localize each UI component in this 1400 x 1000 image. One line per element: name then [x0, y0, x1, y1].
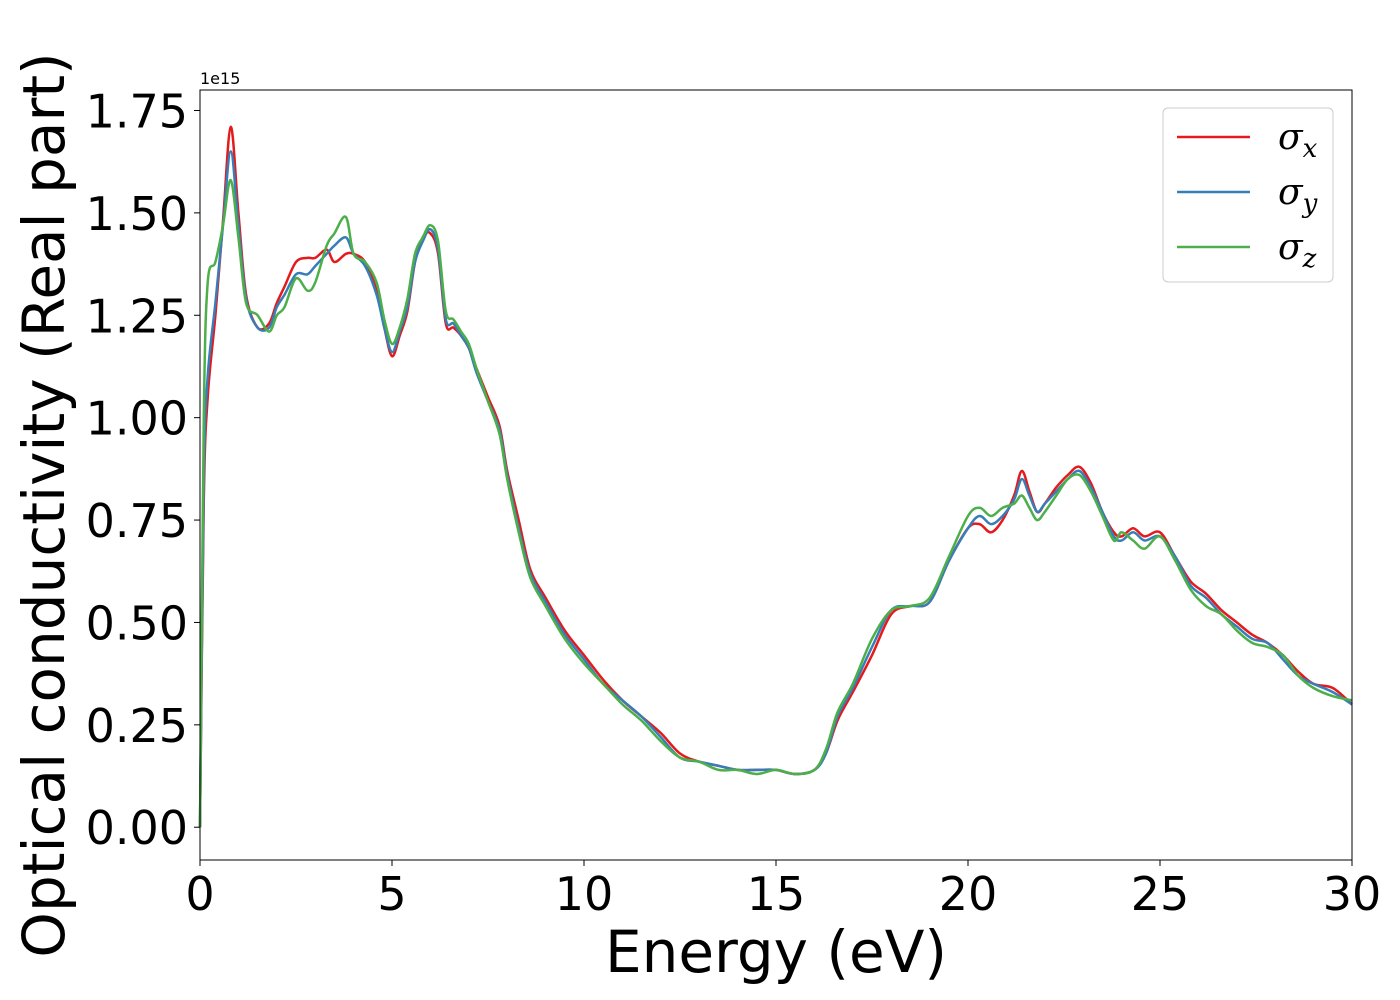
- series-line-1: [198, 125, 1353, 828]
- y-tick-label: 1.25: [86, 289, 188, 343]
- y-tick-label: 1.50: [86, 187, 188, 241]
- series-layer: [198, 125, 1353, 828]
- legend: σx σy σz: [1162, 107, 1334, 283]
- y-tick-label: 1.00: [86, 392, 188, 446]
- y-tick-label: 0.75: [86, 494, 188, 548]
- x-tick-label: 10: [555, 867, 614, 921]
- y-tick-label: 0.50: [86, 596, 188, 650]
- legend-label-3: σz: [1278, 227, 1317, 274]
- x-axis-title: Energy (eV): [605, 918, 947, 986]
- x-tick-label: 25: [1131, 867, 1190, 921]
- y-tick-label: 0.25: [86, 699, 188, 753]
- x-tick-label: 5: [377, 867, 406, 921]
- series-line-3: [198, 178, 1353, 828]
- y-tick-label: 0.00: [86, 801, 188, 855]
- x-tick-label: 20: [939, 867, 998, 921]
- y-tick-label: 1.75: [86, 84, 188, 138]
- legend-label-2: σy: [1278, 172, 1318, 219]
- legend-label-1: σx: [1278, 117, 1318, 164]
- y-offset-label: 1e15: [200, 69, 240, 88]
- x-tick-label: 15: [747, 867, 806, 921]
- y-axis-title: Optical conductivity (Real part): [10, 52, 78, 957]
- x-tick-label: 0: [185, 867, 214, 921]
- plot-frame: [199, 89, 1353, 861]
- x-tick-label: 30: [1323, 867, 1382, 921]
- legend-box: [1162, 107, 1334, 283]
- ticks-layer: 0 5 10 15 20 25 30 0.00 0.25 0.50 0.75 1.00 1.25 1.50…: [86, 84, 1382, 921]
